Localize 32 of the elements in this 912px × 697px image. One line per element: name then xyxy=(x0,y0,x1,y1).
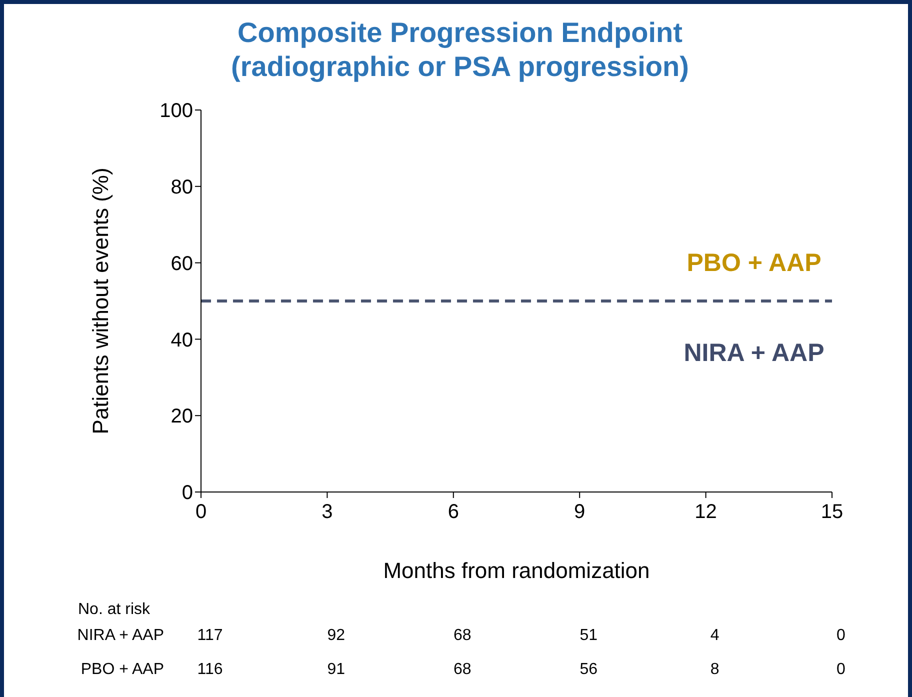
legend-label: NIRA + AAP xyxy=(682,339,826,368)
x-tick-label: 6 xyxy=(448,501,459,524)
x-tick-label: 9 xyxy=(574,501,586,524)
text: 68 xyxy=(452,627,472,645)
text: 0 xyxy=(836,661,846,679)
y-tick-label: 80 xyxy=(170,176,193,198)
x-axis-title: Months from randomization xyxy=(383,558,650,583)
y-tick-label: 60 xyxy=(170,252,193,275)
text: PBO + AAP xyxy=(80,661,164,678)
text: 4 xyxy=(709,627,720,645)
y-tick-label: 20 xyxy=(170,406,193,428)
text: 91 xyxy=(326,661,346,679)
y-tick-label: 0 xyxy=(182,482,193,504)
text: 92 xyxy=(326,627,346,645)
y-tick-label: 40 xyxy=(170,329,193,352)
chart-title: Composite Progression Endpoint (radiographic or PSA progression) xyxy=(230,16,690,84)
text: NIRA + AAP xyxy=(77,627,164,644)
text: 56 xyxy=(578,661,598,679)
x-tick-label: 15 xyxy=(820,501,844,524)
y-axis-title: Patients without events (%) xyxy=(88,168,113,434)
text: 116 xyxy=(196,661,224,679)
x-tick-label: 3 xyxy=(322,501,333,524)
text: 8 xyxy=(709,661,720,679)
text: 117 xyxy=(196,627,224,645)
y-tick-label: 100 xyxy=(160,100,193,122)
text: 68 xyxy=(452,661,472,679)
text: No. at risk xyxy=(76,601,151,619)
x-tick-label: 12 xyxy=(694,501,717,524)
x-tick-label: 0 xyxy=(195,501,207,524)
text: 51 xyxy=(578,627,598,645)
text: 0 xyxy=(836,627,846,645)
legend-label: PBO + AAP xyxy=(686,249,822,278)
